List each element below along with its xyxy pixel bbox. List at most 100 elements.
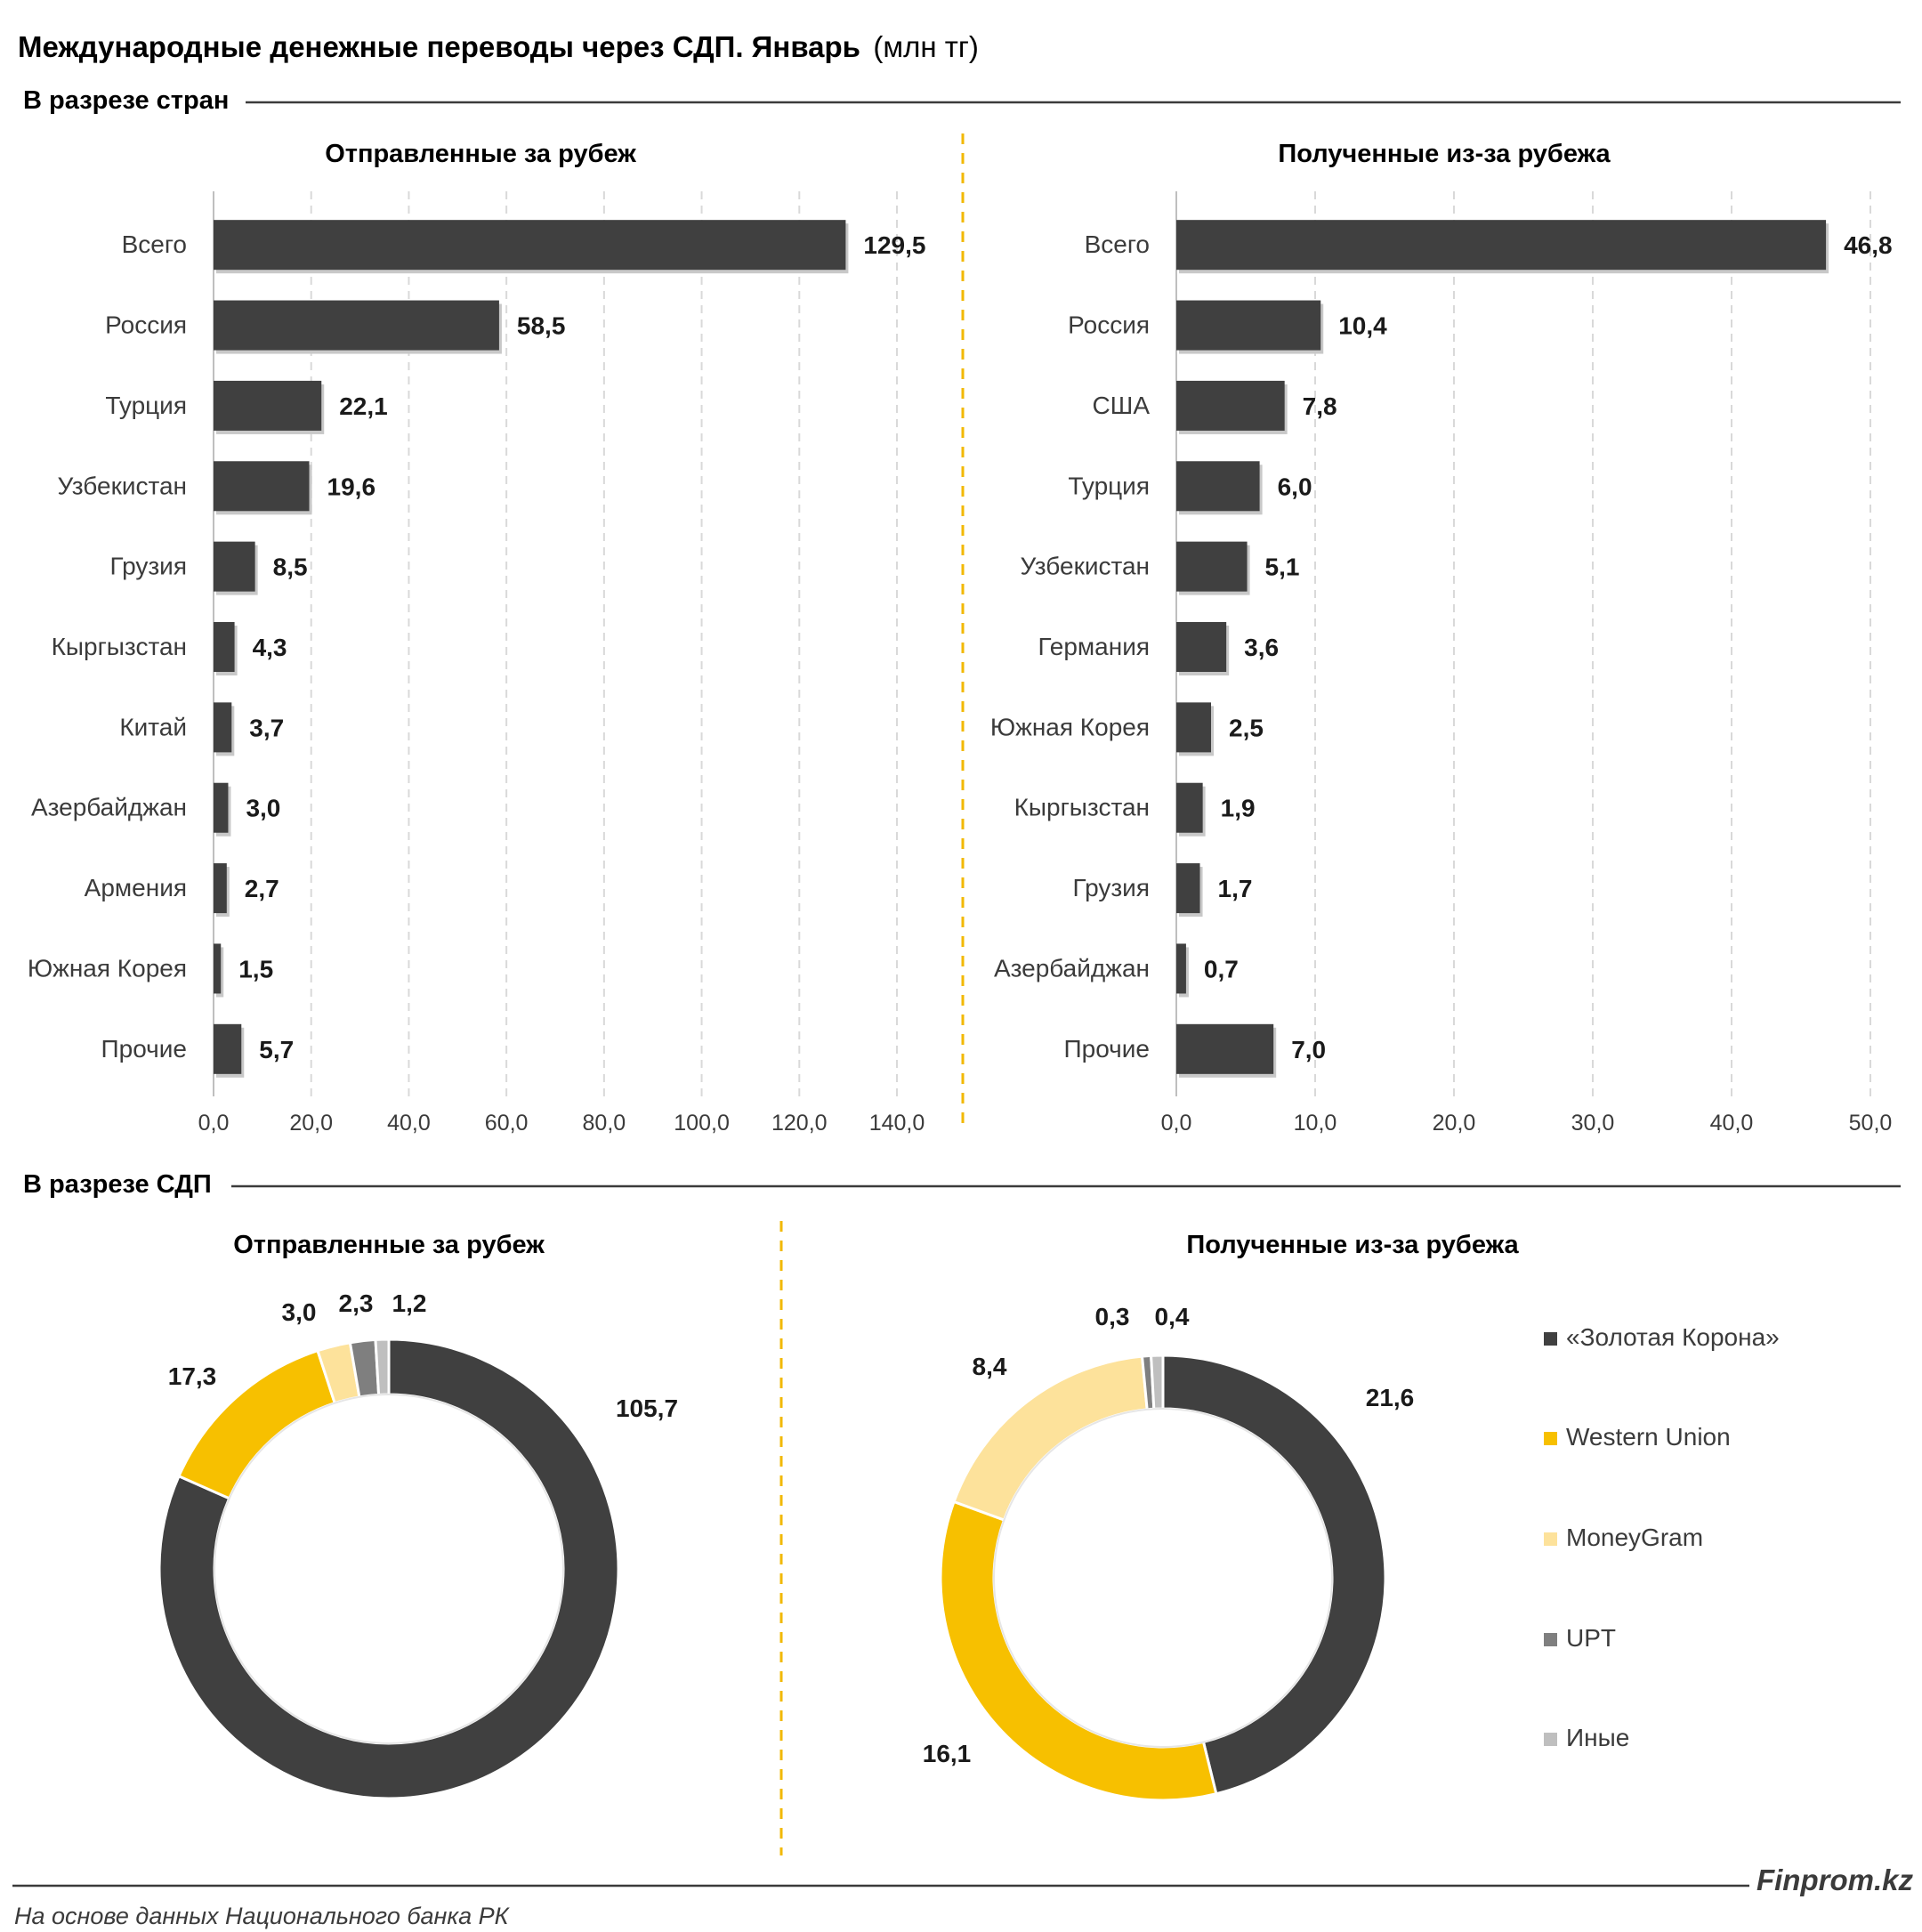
bar-chart-received-title: Полученные из-за рубежа [1278, 140, 1611, 168]
received-inner-ring [993, 1408, 1333, 1748]
sent-value-label: 4,3 [253, 634, 287, 661]
legend-swatch [1544, 1532, 1557, 1546]
legend-label: Western Union [1566, 1423, 1731, 1451]
received-bar [1176, 300, 1321, 351]
sent-bar [214, 541, 255, 592]
sent-category-label: Россия [105, 311, 187, 339]
sent-slice-value-label: 3,0 [282, 1298, 317, 1326]
sent-category-label: Китай [119, 713, 187, 740]
section-sdp-label: В разрезе СДП [23, 1170, 212, 1199]
received-category-label: Всего [1085, 230, 1150, 258]
received-tick-label: 20,0 [1433, 1111, 1476, 1136]
sent-slice [374, 1338, 391, 1396]
received-tick-label: 10,0 [1294, 1111, 1337, 1136]
sent-category-label: Узбекистан [58, 472, 187, 499]
received-value-label: 6,0 [1278, 473, 1312, 500]
sent-category-label: Грузия [110, 553, 188, 580]
sent-value-label: 19,6 [327, 473, 376, 500]
received-value-label: 1,7 [1218, 875, 1253, 902]
received-value-label: 10,4 [1338, 312, 1387, 340]
received-value-label: 3,6 [1244, 634, 1279, 661]
received-value-label: 5,1 [1265, 554, 1300, 581]
sent-tick-label: 100,0 [674, 1111, 730, 1136]
received-bar [1176, 461, 1260, 512]
sent-bar [214, 220, 846, 271]
sent-category-label: Прочие [101, 1035, 187, 1063]
received-slice [1161, 1354, 1387, 1796]
received-bar [1176, 782, 1203, 833]
sent-tick-label: 0,0 [198, 1111, 230, 1136]
donut-received: 21,6 16,1 8,4 0,3 0,4 [923, 1303, 1415, 1802]
received-slice-value-label: 0,3 [1095, 1303, 1130, 1330]
sent-value-label: 8,5 [273, 554, 308, 581]
donut-sent: 105,7 17,3 3,0 2,3 1,2 [157, 1289, 678, 1800]
sent-bar [214, 863, 227, 914]
sent-tick-label: 120,0 [771, 1111, 828, 1136]
section-countries-label: В разрезе стран [23, 86, 229, 115]
page-title: Международные денежные переводы через СД… [18, 30, 979, 63]
sent-value-label: 5,7 [259, 1036, 294, 1063]
sent-category-label: Азербайджан [31, 794, 187, 821]
received-value-label: 1,9 [1221, 795, 1256, 822]
legend: «Золотая Корона» Western Union MoneyGram UP… [1544, 1323, 1780, 1751]
received-slice [1150, 1354, 1165, 1411]
received-category-label: Узбекистан [1021, 553, 1150, 580]
sent-tick-label: 20,0 [289, 1111, 333, 1136]
sent-category-label: Турция [105, 392, 187, 419]
received-category-label: США [1092, 392, 1150, 419]
sent-bar [214, 300, 499, 351]
received-category-label: Азербайджан [994, 954, 1150, 982]
sent-tick-label: 40,0 [387, 1111, 431, 1136]
donut-sent-title: Отправленные за рубеж [233, 1231, 545, 1259]
received-category-label: Турция [1068, 472, 1150, 499]
received-value-label: 7,0 [1291, 1036, 1326, 1063]
legend-label: MoneyGram [1566, 1524, 1703, 1551]
sent-bar [214, 1023, 242, 1074]
received-slice-value-label: 21,6 [1366, 1384, 1415, 1411]
sent-inner-ring [214, 1394, 564, 1744]
sent-category-label: Всего [122, 230, 187, 258]
source-note: На основе данных Национального банка РК [14, 1903, 511, 1929]
sent-value-label: 3,0 [246, 795, 280, 822]
sent-slice-value-label: 1,2 [392, 1289, 427, 1317]
legend-swatch [1544, 1733, 1557, 1746]
sent-value-label: 1,5 [238, 955, 273, 982]
received-slice [939, 1500, 1218, 1802]
legend-label: UPT [1566, 1624, 1616, 1652]
sent-slice-value-label: 2,3 [339, 1289, 374, 1317]
sent-tick-label: 140,0 [869, 1111, 925, 1136]
received-bar [1176, 380, 1285, 431]
received-slice-value-label: 0,4 [1155, 1303, 1190, 1330]
received-bar [1176, 621, 1227, 673]
bar-chart-sent-title: Отправленные за рубеж [325, 140, 636, 168]
received-tick-label: 50,0 [1849, 1111, 1893, 1136]
title-unit: (млн тг) [873, 30, 978, 63]
sent-category-label: Южная Корея [28, 954, 187, 982]
sent-category-label: Армения [85, 874, 187, 901]
received-bar [1176, 1023, 1274, 1074]
sent-value-label: 3,7 [249, 714, 284, 741]
received-value-label: 46,8 [1844, 231, 1893, 259]
title-text: Международные денежные переводы через СД… [18, 30, 860, 63]
sent-category-label: Кыргызстан [52, 633, 187, 660]
received-tick-label: 0,0 [1161, 1111, 1192, 1136]
legend-label: Иные [1566, 1724, 1629, 1751]
sent-tick-label: 80,0 [583, 1111, 626, 1136]
sent-value-label: 22,1 [339, 392, 388, 420]
received-value-label: 0,7 [1204, 955, 1239, 982]
sent-bar [214, 380, 322, 431]
sent-slice-value-label: 105,7 [616, 1394, 678, 1422]
legend-swatch [1544, 1633, 1557, 1646]
received-bar [1176, 702, 1211, 753]
received-slice-value-label: 16,1 [923, 1740, 972, 1767]
received-value-label: 7,8 [1303, 392, 1337, 420]
legend-swatch [1544, 1432, 1557, 1445]
received-category-label: Россия [1068, 311, 1150, 339]
sent-value-label: 2,7 [245, 875, 279, 902]
received-category-label: Германия [1038, 633, 1150, 660]
brand-logo: Finprom.kz [1756, 1863, 1914, 1896]
received-value-label: 2,5 [1229, 714, 1264, 741]
received-bar [1176, 220, 1827, 271]
sent-bar [214, 943, 222, 994]
